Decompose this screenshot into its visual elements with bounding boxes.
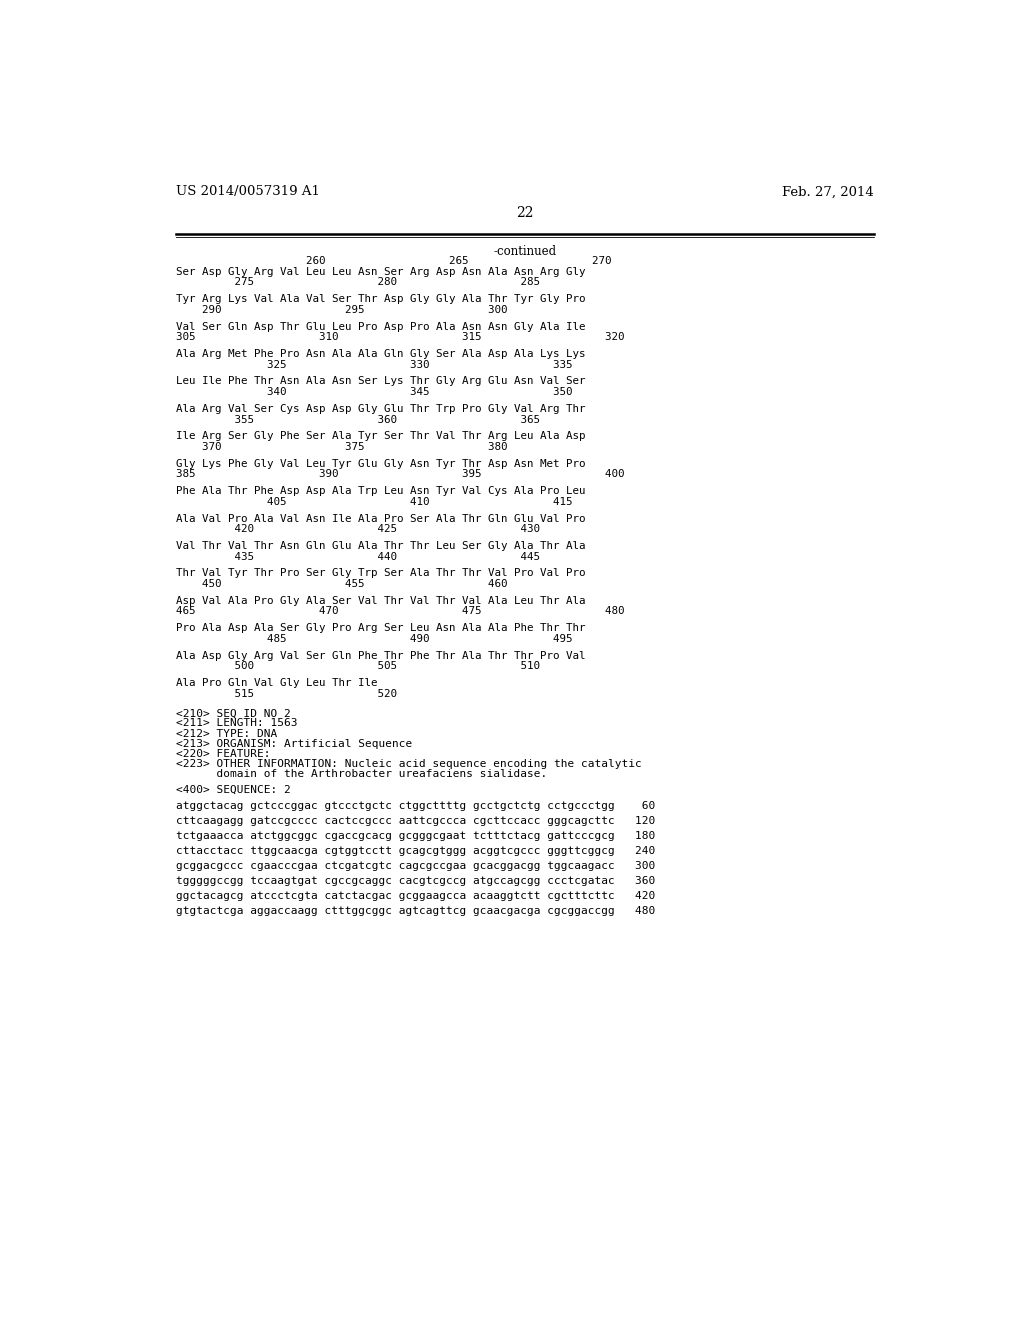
Text: 435                   440                   445: 435 440 445 [176,552,540,561]
Text: 385                   390                   395                   400: 385 390 395 400 [176,470,625,479]
Text: 340                   345                   350: 340 345 350 [176,387,572,397]
Text: 305                   310                   315                   320: 305 310 315 320 [176,333,625,342]
Text: 405                   410                   415: 405 410 415 [176,496,572,507]
Text: 290                   295                   300: 290 295 300 [176,305,508,315]
Text: 355                   360                   365: 355 360 365 [176,414,540,425]
Text: Feb. 27, 2014: Feb. 27, 2014 [781,185,873,198]
Text: 465                   470                   475                   480: 465 470 475 480 [176,606,625,616]
Text: Asp Val Ala Pro Gly Ala Ser Val Thr Val Thr Val Ala Leu Thr Ala: Asp Val Ala Pro Gly Ala Ser Val Thr Val … [176,595,586,606]
Text: gtgtactcga aggaccaagg ctttggcggc agtcagttcg gcaacgacga cgcggaccgg   480: gtgtactcga aggaccaagg ctttggcggc agtcagt… [176,906,655,916]
Text: Ile Arg Ser Gly Phe Ser Ala Tyr Ser Thr Val Thr Arg Leu Ala Asp: Ile Arg Ser Gly Phe Ser Ala Tyr Ser Thr … [176,432,586,441]
Text: Phe Ala Thr Phe Asp Asp Ala Trp Leu Asn Tyr Val Cys Ala Pro Leu: Phe Ala Thr Phe Asp Asp Ala Trp Leu Asn … [176,486,586,496]
Text: 275                   280                   285: 275 280 285 [176,277,540,288]
Text: Ser Asp Gly Arg Val Leu Leu Asn Ser Arg Asp Asn Ala Asn Arg Gly: Ser Asp Gly Arg Val Leu Leu Asn Ser Arg … [176,267,586,277]
Text: <211> LENGTH: 1563: <211> LENGTH: 1563 [176,718,298,729]
Text: <223> OTHER INFORMATION: Nucleic acid sequence encoding the catalytic: <223> OTHER INFORMATION: Nucleic acid se… [176,759,642,768]
Text: tgggggccgg tccaagtgat cgccgcaggc cacgtcgccg atgccagcgg ccctcgatac   360: tgggggccgg tccaagtgat cgccgcaggc cacgtcg… [176,876,655,886]
Text: Ala Asp Gly Arg Val Ser Gln Phe Thr Phe Thr Ala Thr Thr Pro Val: Ala Asp Gly Arg Val Ser Gln Phe Thr Phe … [176,651,586,660]
Text: <400> SEQUENCE: 2: <400> SEQUENCE: 2 [176,784,291,795]
Text: 500                   505                   510: 500 505 510 [176,661,540,671]
Text: Ala Pro Gln Val Gly Leu Thr Ile: Ala Pro Gln Val Gly Leu Thr Ile [176,678,378,688]
Text: <220> FEATURE:: <220> FEATURE: [176,748,270,759]
Text: domain of the Arthrobacter ureafaciens sialidase.: domain of the Arthrobacter ureafaciens s… [176,768,547,779]
Text: Ala Arg Met Phe Pro Asn Ala Ala Gln Gly Ser Ala Asp Ala Lys Lys: Ala Arg Met Phe Pro Asn Ala Ala Gln Gly … [176,348,586,359]
Text: Thr Val Tyr Thr Pro Ser Gly Trp Ser Ala Thr Thr Val Pro Val Pro: Thr Val Tyr Thr Pro Ser Gly Trp Ser Ala … [176,569,586,578]
Text: 325                   330                   335: 325 330 335 [176,359,572,370]
Text: US 2014/0057319 A1: US 2014/0057319 A1 [176,185,319,198]
Text: Val Ser Gln Asp Thr Glu Leu Pro Asp Pro Ala Asn Asn Gly Ala Ile: Val Ser Gln Asp Thr Glu Leu Pro Asp Pro … [176,322,586,331]
Text: 420                   425                   430: 420 425 430 [176,524,540,535]
Text: 450                   455                   460: 450 455 460 [176,579,508,589]
Text: -continued: -continued [494,244,556,257]
Text: cttcaagagg gatccgcccc cactccgccc aattcgccca cgcttccacc gggcagcttc   120: cttcaagagg gatccgcccc cactccgccc aattcgc… [176,816,655,825]
Text: tctgaaacca atctggcggc cgaccgcacg gcgggcgaat tctttctacg gattcccgcg   180: tctgaaacca atctggcggc cgaccgcacg gcgggcg… [176,830,655,841]
Text: 485                   490                   495: 485 490 495 [176,634,572,644]
Text: Ala Val Pro Ala Val Asn Ile Ala Pro Ser Ala Thr Gln Glu Val Pro: Ala Val Pro Ala Val Asn Ile Ala Pro Ser … [176,513,586,524]
Text: Tyr Arg Lys Val Ala Val Ser Thr Asp Gly Gly Ala Thr Tyr Gly Pro: Tyr Arg Lys Val Ala Val Ser Thr Asp Gly … [176,294,586,304]
Text: 370                   375                   380: 370 375 380 [176,442,508,451]
Text: Val Thr Val Thr Asn Gln Glu Ala Thr Thr Leu Ser Gly Ala Thr Ala: Val Thr Val Thr Asn Gln Glu Ala Thr Thr … [176,541,586,550]
Text: Ala Arg Val Ser Cys Asp Asp Gly Glu Thr Trp Pro Gly Val Arg Thr: Ala Arg Val Ser Cys Asp Asp Gly Glu Thr … [176,404,586,414]
Text: Pro Ala Asp Ala Ser Gly Pro Arg Ser Leu Asn Ala Ala Phe Thr Thr: Pro Ala Asp Ala Ser Gly Pro Arg Ser Leu … [176,623,586,634]
Text: <212> TYPE: DNA: <212> TYPE: DNA [176,729,278,738]
Text: gcggacgccc cgaacccgaa ctcgatcgtc cagcgccgaa gcacggacgg tggcaagacc   300: gcggacgccc cgaacccgaa ctcgatcgtc cagcgcc… [176,861,655,871]
Text: 515                   520: 515 520 [176,689,397,698]
Text: ggctacagcg atccctcgta catctacgac gcggaagcca acaaggtctt cgctttcttc   420: ggctacagcg atccctcgta catctacgac gcggaag… [176,891,655,902]
Text: <210> SEQ ID NO 2: <210> SEQ ID NO 2 [176,709,291,718]
Text: cttacctacc ttggcaacga cgtggtcctt gcagcgtggg acggtcgccc gggttcggcg   240: cttacctacc ttggcaacga cgtggtcctt gcagcgt… [176,846,655,855]
Text: 260                   265                   270: 260 265 270 [176,256,611,267]
Text: atggctacag gctcccggac gtccctgctc ctggcttttg gcctgctctg cctgccctgg    60: atggctacag gctcccggac gtccctgctc ctggctt… [176,800,655,810]
Text: 22: 22 [516,206,534,220]
Text: <213> ORGANISM: Artificial Sequence: <213> ORGANISM: Artificial Sequence [176,738,413,748]
Text: Leu Ile Phe Thr Asn Ala Asn Ser Lys Thr Gly Arg Glu Asn Val Ser: Leu Ile Phe Thr Asn Ala Asn Ser Lys Thr … [176,376,586,387]
Text: Gly Lys Phe Gly Val Leu Tyr Glu Gly Asn Tyr Thr Asp Asn Met Pro: Gly Lys Phe Gly Val Leu Tyr Glu Gly Asn … [176,458,586,469]
